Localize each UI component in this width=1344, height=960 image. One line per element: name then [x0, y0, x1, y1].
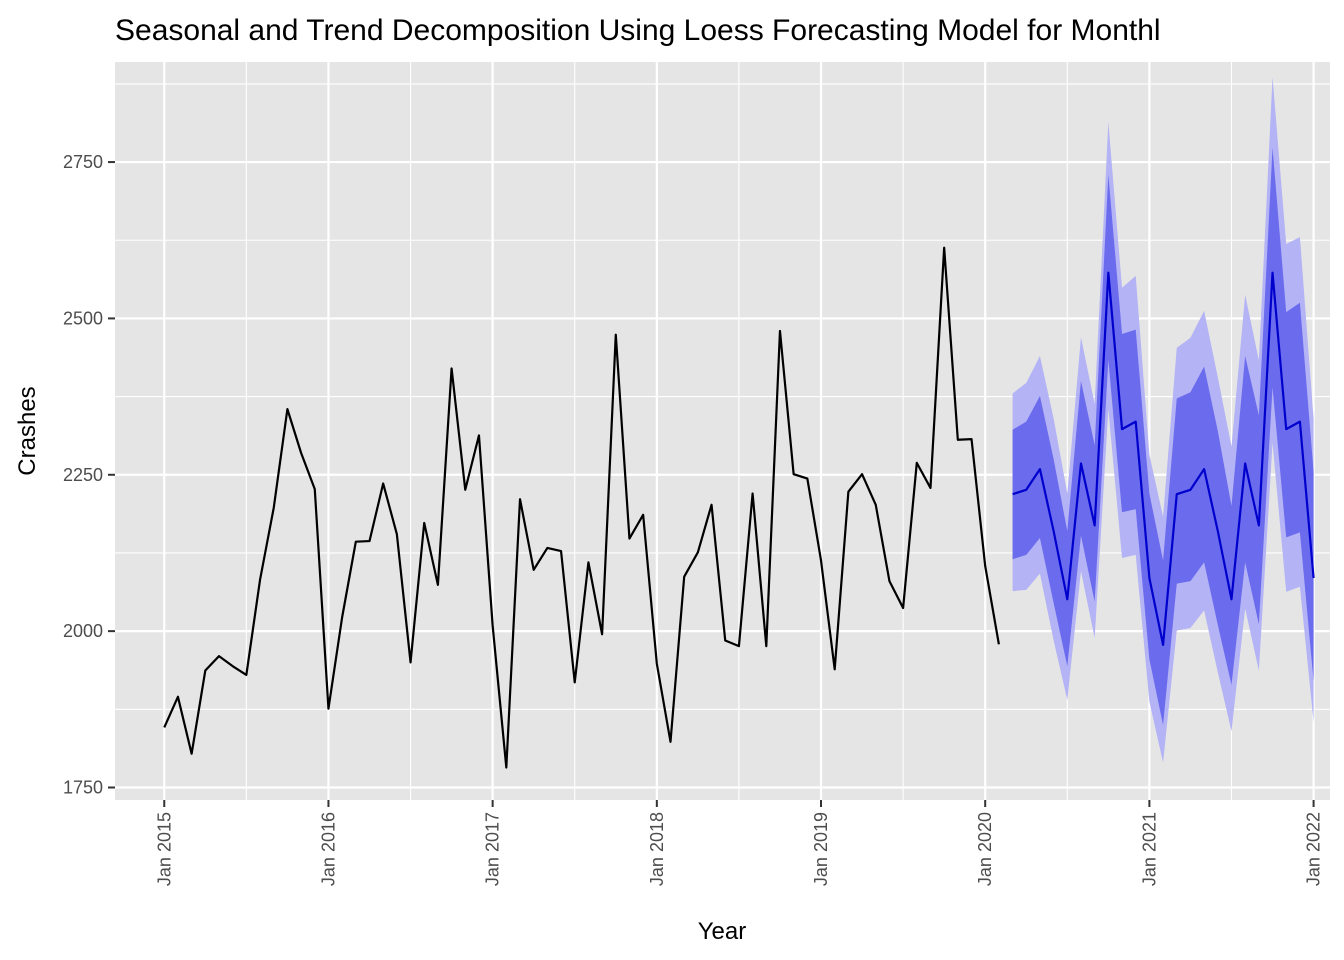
- y-tick-label: 2500: [63, 308, 103, 328]
- observed-series-line: [163, 246, 1000, 769]
- forecast-80-interval-layer: [1012, 147, 1314, 725]
- x-tick-label: Jan 2019: [811, 812, 831, 886]
- forecast-series-line: [1012, 271, 1315, 646]
- y-tick-label: 2000: [63, 621, 103, 641]
- y-axis: 1750 2000 2250 2500 2750: [63, 152, 115, 797]
- y-axis-title: Crashes: [14, 386, 41, 475]
- forecast-series-layer: [1012, 271, 1315, 646]
- minor-gridlines: [115, 62, 1330, 800]
- x-tick-label: Jan 2018: [647, 812, 667, 886]
- x-tick-label: Jan 2020: [975, 812, 995, 886]
- x-tick-label: Jan 2021: [1139, 812, 1159, 886]
- plot-panel: [115, 62, 1330, 800]
- x-tick-label: Jan 2016: [318, 812, 338, 886]
- x-axis-title: Year: [698, 918, 747, 945]
- x-tick-label: Jan 2017: [483, 812, 503, 886]
- forecast-80-interval-band: [1012, 147, 1314, 725]
- observed-series-layer: [163, 246, 1000, 769]
- y-tick-label: 1750: [63, 777, 103, 797]
- x-tick-label: Jan 2022: [1304, 812, 1324, 886]
- y-tick-label: 2250: [63, 465, 103, 485]
- y-tick-label: 2750: [63, 152, 103, 172]
- major-gridlines: [115, 62, 1330, 800]
- x-axis: Jan 2015 Jan 2016 Jan 2017 Jan 2018 Jan 2019…: [154, 800, 1324, 886]
- chart-title: Seasonal and Trend Decomposition Using L…: [115, 14, 1161, 47]
- x-tick-label: Jan 2015: [154, 812, 174, 886]
